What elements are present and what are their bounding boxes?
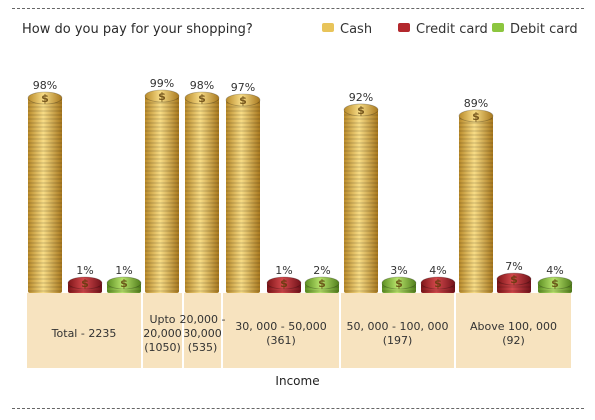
- bar-cash: $: [145, 90, 179, 293]
- bar-debit-card: $: [382, 277, 416, 293]
- svg-text:$: $: [81, 277, 89, 290]
- svg-text:$: $: [551, 277, 559, 290]
- bar-credit-card: $: [267, 277, 301, 293]
- svg-text:$: $: [120, 277, 128, 290]
- bar-cash: $: [185, 92, 219, 293]
- svg-text:$: $: [198, 92, 206, 105]
- bar-debit-card: $: [538, 277, 572, 293]
- value-label: 89%: [464, 97, 488, 110]
- bar-debit-card: $: [107, 277, 141, 293]
- svg-text:$: $: [318, 277, 326, 290]
- value-label: 1%: [115, 264, 132, 277]
- svg-text:$: $: [41, 92, 49, 105]
- bottom-divider: [12, 408, 584, 409]
- bar-cash: $: [459, 110, 493, 293]
- bar-credit-card: $: [497, 273, 531, 293]
- svg-text:$: $: [158, 90, 166, 103]
- svg-text:$: $: [395, 277, 403, 290]
- bar-cash: $: [28, 92, 62, 293]
- value-label: 3%: [390, 264, 407, 277]
- bar-credit-card: $: [421, 277, 455, 293]
- value-label: 97%: [231, 81, 255, 94]
- value-label: 1%: [76, 264, 93, 277]
- value-label: 98%: [190, 79, 214, 92]
- bar-debit-card: $: [305, 277, 339, 293]
- value-label: 98%: [33, 79, 57, 92]
- bar-series: $ $ $ $ $ $ $ $ $ $ $ $ $ $: [28, 90, 572, 293]
- bar-credit-card: $: [68, 277, 102, 293]
- svg-text:$: $: [472, 110, 480, 123]
- value-label: 92%: [349, 91, 373, 104]
- category-label: Total - 2235: [51, 327, 117, 340]
- bar-cash: $: [344, 104, 378, 293]
- value-label: 1%: [275, 264, 292, 277]
- value-label: 4%: [546, 264, 563, 277]
- svg-text:$: $: [357, 104, 365, 117]
- svg-text:$: $: [434, 277, 442, 290]
- svg-text:$: $: [280, 277, 288, 290]
- svg-text:$: $: [510, 273, 518, 286]
- svg-text:$: $: [239, 94, 247, 107]
- value-label: 99%: [150, 77, 174, 90]
- value-label: 7%: [505, 260, 522, 273]
- x-axis-label: Income: [0, 374, 595, 388]
- value-label: 2%: [313, 264, 330, 277]
- bar-cash: $: [226, 94, 260, 293]
- value-label: 4%: [429, 264, 446, 277]
